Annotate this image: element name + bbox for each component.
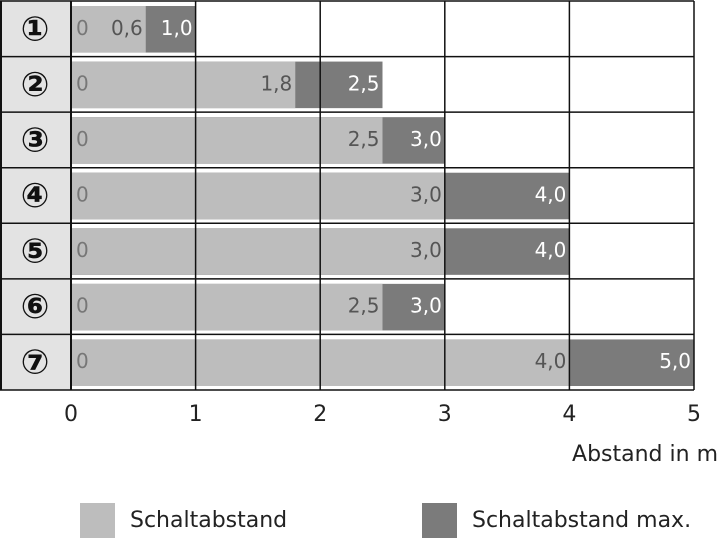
category-label: ⑥ <box>21 287 50 327</box>
value-label: 3,0 <box>410 238 442 262</box>
category-label: ① <box>21 9 50 49</box>
x-tick-label: 0 <box>64 402 78 427</box>
x-tick-label: 5 <box>687 402 701 427</box>
category-label: ⑤ <box>21 232 50 272</box>
bar-start-label: 0 <box>76 71 89 95</box>
value-label: 3,0 <box>410 127 442 151</box>
value-label: 4,0 <box>535 349 567 373</box>
value-label: 3,0 <box>410 294 442 318</box>
x-axis-label: Abstand in m <box>572 442 718 467</box>
value-label: 1,0 <box>161 16 193 40</box>
legend-label: Schaltabstand max. <box>472 508 691 533</box>
bar <box>71 6 146 53</box>
category-label: ② <box>21 65 50 105</box>
category-label: ③ <box>21 120 50 160</box>
x-tick-label: 4 <box>562 402 576 427</box>
bar <box>71 61 296 109</box>
legend-swatch <box>422 503 457 538</box>
bar <box>71 283 383 331</box>
value-label: 0,6 <box>111 16 143 40</box>
bar <box>71 228 445 275</box>
value-label: 4,0 <box>535 238 567 262</box>
value-label: 1,8 <box>260 71 292 95</box>
x-tick-label: 3 <box>438 402 452 427</box>
bar <box>71 117 383 164</box>
bar-start-label: 0 <box>76 294 89 318</box>
value-label: 2,5 <box>348 71 380 95</box>
bar <box>71 172 445 220</box>
value-label: 2,5 <box>348 294 380 318</box>
value-label: 4,0 <box>535 183 567 207</box>
category-label: ④ <box>21 176 50 216</box>
category-panel <box>0 0 71 390</box>
x-tick-label: 1 <box>189 402 203 427</box>
value-label: 5,0 <box>659 349 691 373</box>
category-label: ⑦ <box>21 343 50 383</box>
legend-label: Schaltabstand <box>130 508 287 533</box>
bar-start-label: 0 <box>76 16 89 40</box>
bar-start-label: 0 <box>76 183 89 207</box>
legend-swatch <box>80 503 115 538</box>
x-tick-label: 2 <box>313 402 327 427</box>
bar-start-label: 0 <box>76 349 89 373</box>
value-label: 2,5 <box>348 127 380 151</box>
bar-start-label: 0 <box>76 238 89 262</box>
bar-start-label: 0 <box>76 127 89 151</box>
value-label: 3,0 <box>410 183 442 207</box>
